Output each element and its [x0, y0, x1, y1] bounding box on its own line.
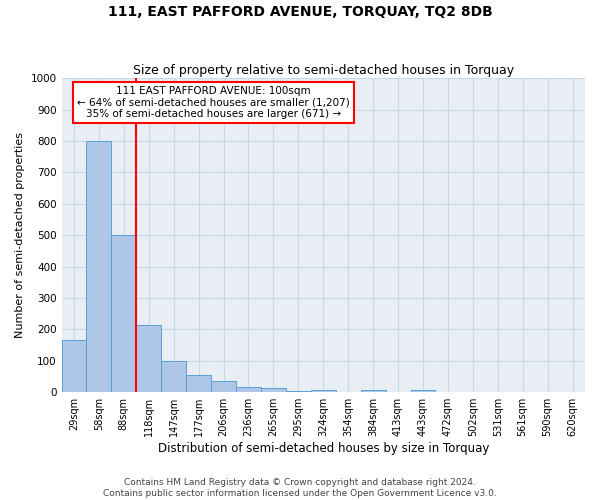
Text: Contains HM Land Registry data © Crown copyright and database right 2024.
Contai: Contains HM Land Registry data © Crown c…: [103, 478, 497, 498]
Bar: [62, 340, 86, 392]
Bar: [161, 361, 186, 392]
Bar: [361, 390, 386, 392]
Bar: [186, 375, 211, 392]
Bar: [261, 388, 286, 392]
Bar: [211, 381, 236, 392]
X-axis label: Distribution of semi-detached houses by size in Torquay: Distribution of semi-detached houses by …: [158, 442, 489, 455]
Text: 111 EAST PAFFORD AVENUE: 100sqm
← 64% of semi-detached houses are smaller (1,207: 111 EAST PAFFORD AVENUE: 100sqm ← 64% of…: [77, 86, 350, 119]
Bar: [112, 235, 136, 392]
Y-axis label: Number of semi-detached properties: Number of semi-detached properties: [15, 132, 25, 338]
Bar: [286, 390, 311, 392]
Bar: [410, 390, 436, 392]
Bar: [236, 386, 261, 392]
Bar: [136, 324, 161, 392]
Bar: [311, 390, 336, 392]
Bar: [86, 141, 112, 392]
Title: Size of property relative to semi-detached houses in Torquay: Size of property relative to semi-detach…: [133, 64, 514, 77]
Text: 111, EAST PAFFORD AVENUE, TORQUAY, TQ2 8DB: 111, EAST PAFFORD AVENUE, TORQUAY, TQ2 8…: [107, 5, 493, 19]
